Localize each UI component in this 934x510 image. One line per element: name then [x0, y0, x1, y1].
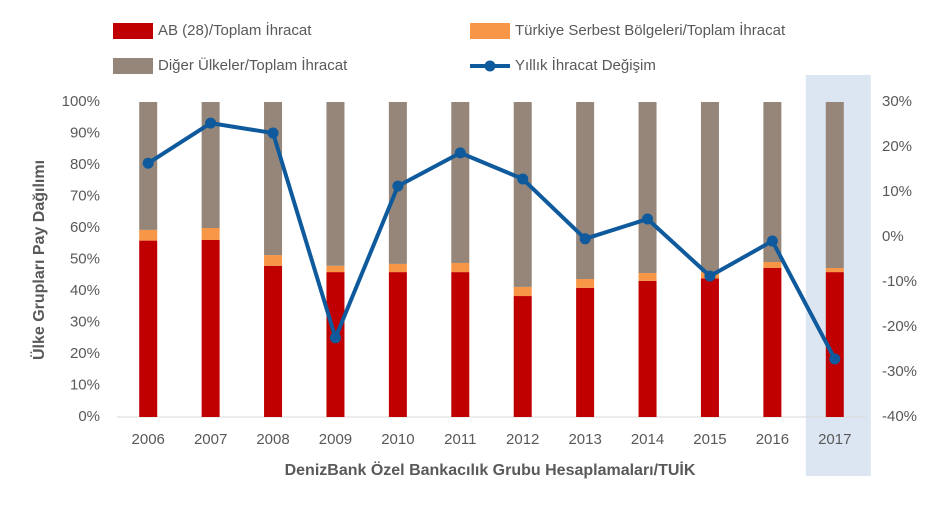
legend-label: Diğer Ülkeler/Toplam İhracat: [158, 56, 348, 74]
bar: [763, 268, 782, 417]
bar: [513, 286, 532, 297]
legend-label: AB (28)/Toplam İhracat: [158, 21, 312, 39]
y-tick-label: 50%: [70, 250, 100, 267]
x-tick-label: 2015: [693, 431, 726, 448]
bar: [451, 102, 470, 263]
bar: [451, 272, 470, 417]
y-tick-label: 90%: [70, 124, 100, 141]
bar: [638, 102, 657, 274]
y2-tick-label: -40%: [882, 408, 917, 425]
y-tick-label: 80%: [70, 156, 100, 173]
bar: [326, 265, 345, 273]
y2-tick-label: 30%: [882, 93, 912, 110]
bar: [825, 102, 844, 269]
y2-tick-label: -10%: [882, 273, 917, 290]
y-tick-label: 20%: [70, 345, 100, 362]
legend-label: Türkiye Serbest Bölgeleri/Toplam İhracat: [515, 21, 786, 39]
legend-marker: [484, 60, 496, 72]
y2-tick-label: 0%: [882, 228, 904, 245]
x-tick-label: 2013: [568, 431, 601, 448]
bar: [201, 102, 220, 228]
bar: [264, 102, 283, 256]
bar: [700, 102, 719, 273]
bar: [700, 278, 719, 417]
x-tick-label: 2017: [818, 431, 851, 448]
x-tick-label: 2006: [132, 431, 165, 448]
line-point: [704, 270, 716, 282]
y2-tick-label: 10%: [882, 183, 912, 200]
bar: [201, 239, 220, 417]
x-tick-label: 2011: [444, 431, 476, 448]
bar: [763, 262, 782, 269]
bar: [513, 296, 532, 417]
bar: [638, 273, 657, 281]
x-tick-label: 2014: [631, 431, 664, 448]
line-point: [517, 173, 529, 185]
bar: [576, 287, 595, 417]
y2-tick-label: 20%: [882, 138, 912, 155]
bar: [264, 255, 283, 266]
y-tick-label: 100%: [62, 93, 100, 110]
line-point: [829, 353, 841, 365]
bar: [264, 265, 283, 417]
bar: [576, 102, 595, 280]
bar: [388, 263, 407, 273]
bar: [576, 279, 595, 288]
line-point: [579, 233, 591, 245]
legend-swatch: [113, 58, 153, 74]
line-point: [205, 117, 217, 129]
y2-tick-label: -20%: [882, 318, 917, 335]
y-tick-label: 30%: [70, 313, 100, 330]
y-axis-title: Ülke Grupları Pay Dağılımı: [29, 160, 48, 360]
y-tick-label: 0%: [78, 408, 100, 425]
x-tick-label: 2007: [194, 431, 227, 448]
bar: [326, 272, 345, 417]
y-tick-label: 60%: [70, 219, 100, 236]
line-point: [329, 332, 341, 344]
bar: [139, 229, 158, 241]
line: [147, 121, 837, 360]
line-point: [267, 127, 279, 139]
line-point: [142, 157, 154, 169]
x-tick-label: 2009: [319, 431, 352, 448]
bar: [388, 272, 407, 417]
bar: [825, 272, 844, 417]
x-tick-label: 2008: [256, 431, 289, 448]
legend-swatch: [470, 23, 510, 39]
bar: [451, 262, 470, 273]
bar: [825, 268, 844, 273]
bar: [638, 280, 657, 417]
bar: [763, 102, 782, 263]
legend-label: Yıllık İhracat Değişim: [515, 56, 656, 74]
legend-swatch: [113, 23, 153, 39]
y-tick-label: 10%: [70, 376, 100, 393]
bar: [139, 240, 158, 417]
bar: [326, 102, 345, 266]
x-tick-label: 2016: [756, 431, 789, 448]
line-point: [766, 235, 778, 247]
y-tick-label: 40%: [70, 282, 100, 299]
x-tick-label: 2012: [506, 431, 539, 448]
x-axis-title: DenizBank Özel Bankacılık Grubu Hesaplam…: [285, 460, 696, 479]
x-tick-label: 2010: [381, 431, 414, 448]
y2-tick-label: -30%: [882, 363, 917, 380]
line-point: [392, 180, 404, 192]
bar: [513, 102, 532, 287]
line-point: [642, 213, 654, 225]
bar: [201, 228, 220, 240]
y-tick-label: 70%: [70, 187, 100, 204]
line-point: [454, 147, 466, 159]
